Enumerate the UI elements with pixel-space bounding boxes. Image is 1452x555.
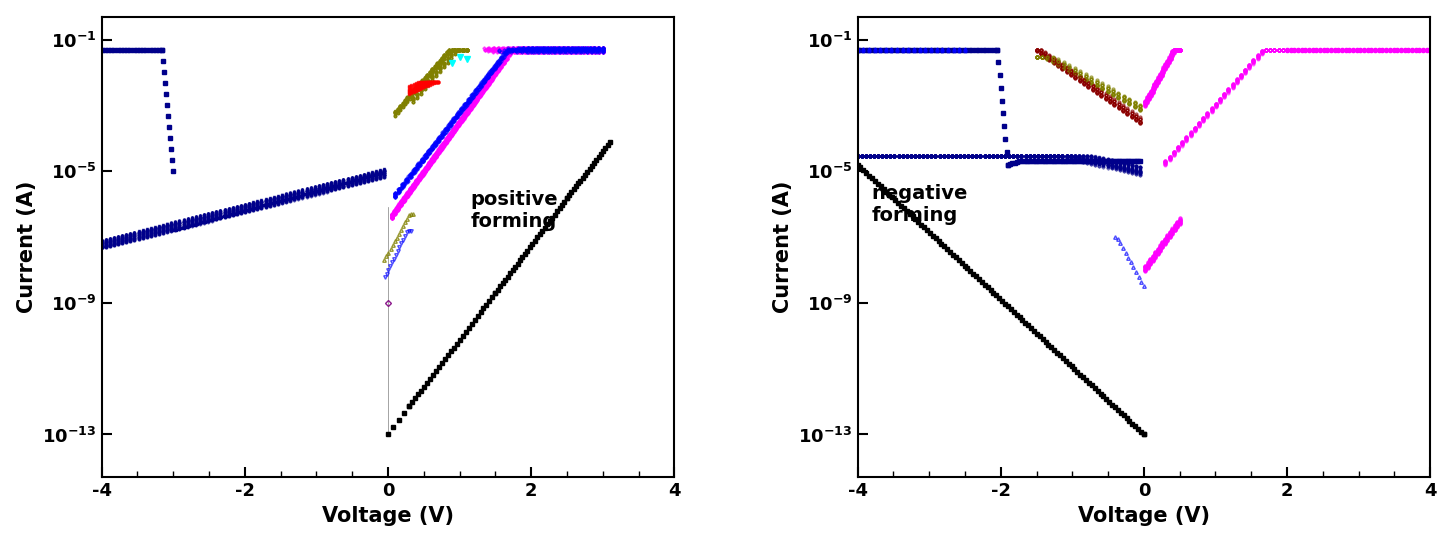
- X-axis label: Voltage (V): Voltage (V): [322, 506, 454, 526]
- Text: negative
forming: negative forming: [871, 184, 968, 225]
- Text: positive
forming: positive forming: [470, 190, 558, 231]
- Y-axis label: Current (A): Current (A): [772, 181, 793, 313]
- X-axis label: Voltage (V): Voltage (V): [1077, 506, 1210, 526]
- Y-axis label: Current (A): Current (A): [17, 181, 36, 313]
